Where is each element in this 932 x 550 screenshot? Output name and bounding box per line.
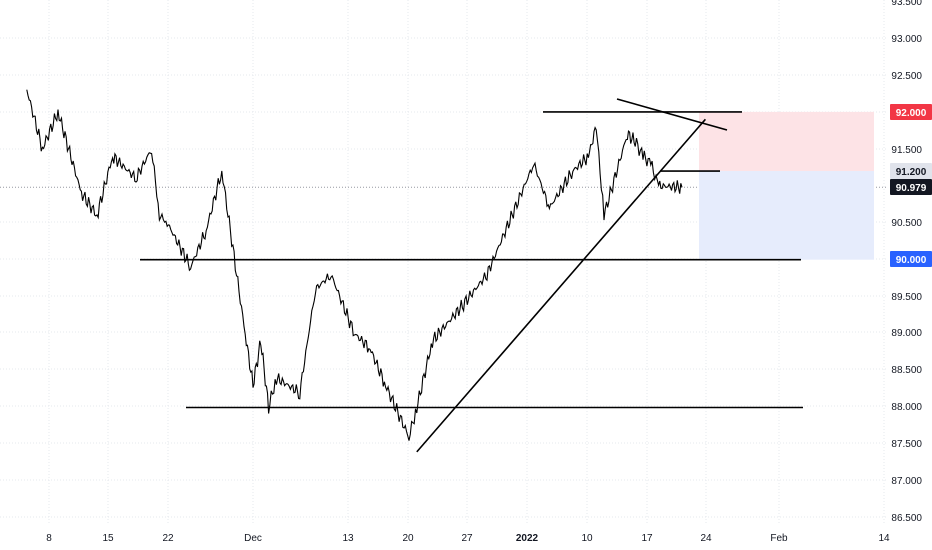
x-tick-label: 2022 <box>516 533 539 544</box>
target-price-badge-text: 90.000 <box>896 255 927 266</box>
y-tick-label: 93.000 <box>891 34 922 45</box>
y-tick-label: 88.500 <box>891 365 922 376</box>
price-series-line <box>26 89 683 441</box>
y-tick-label: 89.000 <box>891 328 922 339</box>
target-price-badge-bg <box>890 251 932 267</box>
x-tick-label: 17 <box>641 533 653 544</box>
stop-loss-zone <box>699 111 874 172</box>
x-tick-label: 10 <box>581 533 593 544</box>
x-tick-label: 22 <box>162 533 174 544</box>
current-price-badge: 90.979 <box>890 179 932 195</box>
entry-price-badge: 91.200 <box>890 163 932 179</box>
stop-price-badge: 92.000 <box>890 104 932 120</box>
x-tick-label: 27 <box>461 533 473 544</box>
y-tick-label: 91.500 <box>891 145 922 156</box>
entry-price-badge-bg <box>890 163 932 179</box>
x-axis: 8 15 22 Dec 13 20 27 2022 10 17 24 Feb 14 <box>46 533 890 544</box>
x-tick-label: 24 <box>700 533 712 544</box>
y-axis: 93.500 93.000 92.500 91.500 90.500 89.500 89.0… <box>891 0 922 524</box>
y-tick-label: 87.500 <box>891 439 922 450</box>
y-tick-label: 90.500 <box>891 218 922 229</box>
x-tick-label: 15 <box>102 533 114 544</box>
current-price-badge-bg <box>890 179 932 195</box>
stop-price-badge-text: 92.000 <box>896 108 927 119</box>
y-tick-label: 88.000 <box>891 402 922 413</box>
entry-price-badge-text: 91.200 <box>896 167 927 178</box>
current-price-badge-text: 90.979 <box>896 183 927 194</box>
take-profit-zone <box>699 171 874 260</box>
y-tick-label: 92.500 <box>891 71 922 82</box>
grid-lines <box>0 0 888 525</box>
y-tick-label: 93.500 <box>891 0 922 8</box>
x-tick-label: 8 <box>46 533 52 544</box>
y-tick-label: 86.500 <box>891 513 922 524</box>
x-tick-label: 13 <box>342 533 354 544</box>
triangle-upper-line <box>616 98 728 131</box>
y-tick-label: 89.500 <box>891 292 922 303</box>
stop-price-badge-bg <box>890 104 932 120</box>
target-price-badge: 90.000 <box>890 251 932 267</box>
ascending-trendline <box>416 118 707 453</box>
y-tick-label: 87.000 <box>891 476 922 487</box>
x-tick-label: Feb <box>770 533 788 544</box>
x-tick-label: Dec <box>244 533 262 544</box>
x-tick-label: 20 <box>402 533 414 544</box>
x-tick-label: 14 <box>878 533 890 544</box>
